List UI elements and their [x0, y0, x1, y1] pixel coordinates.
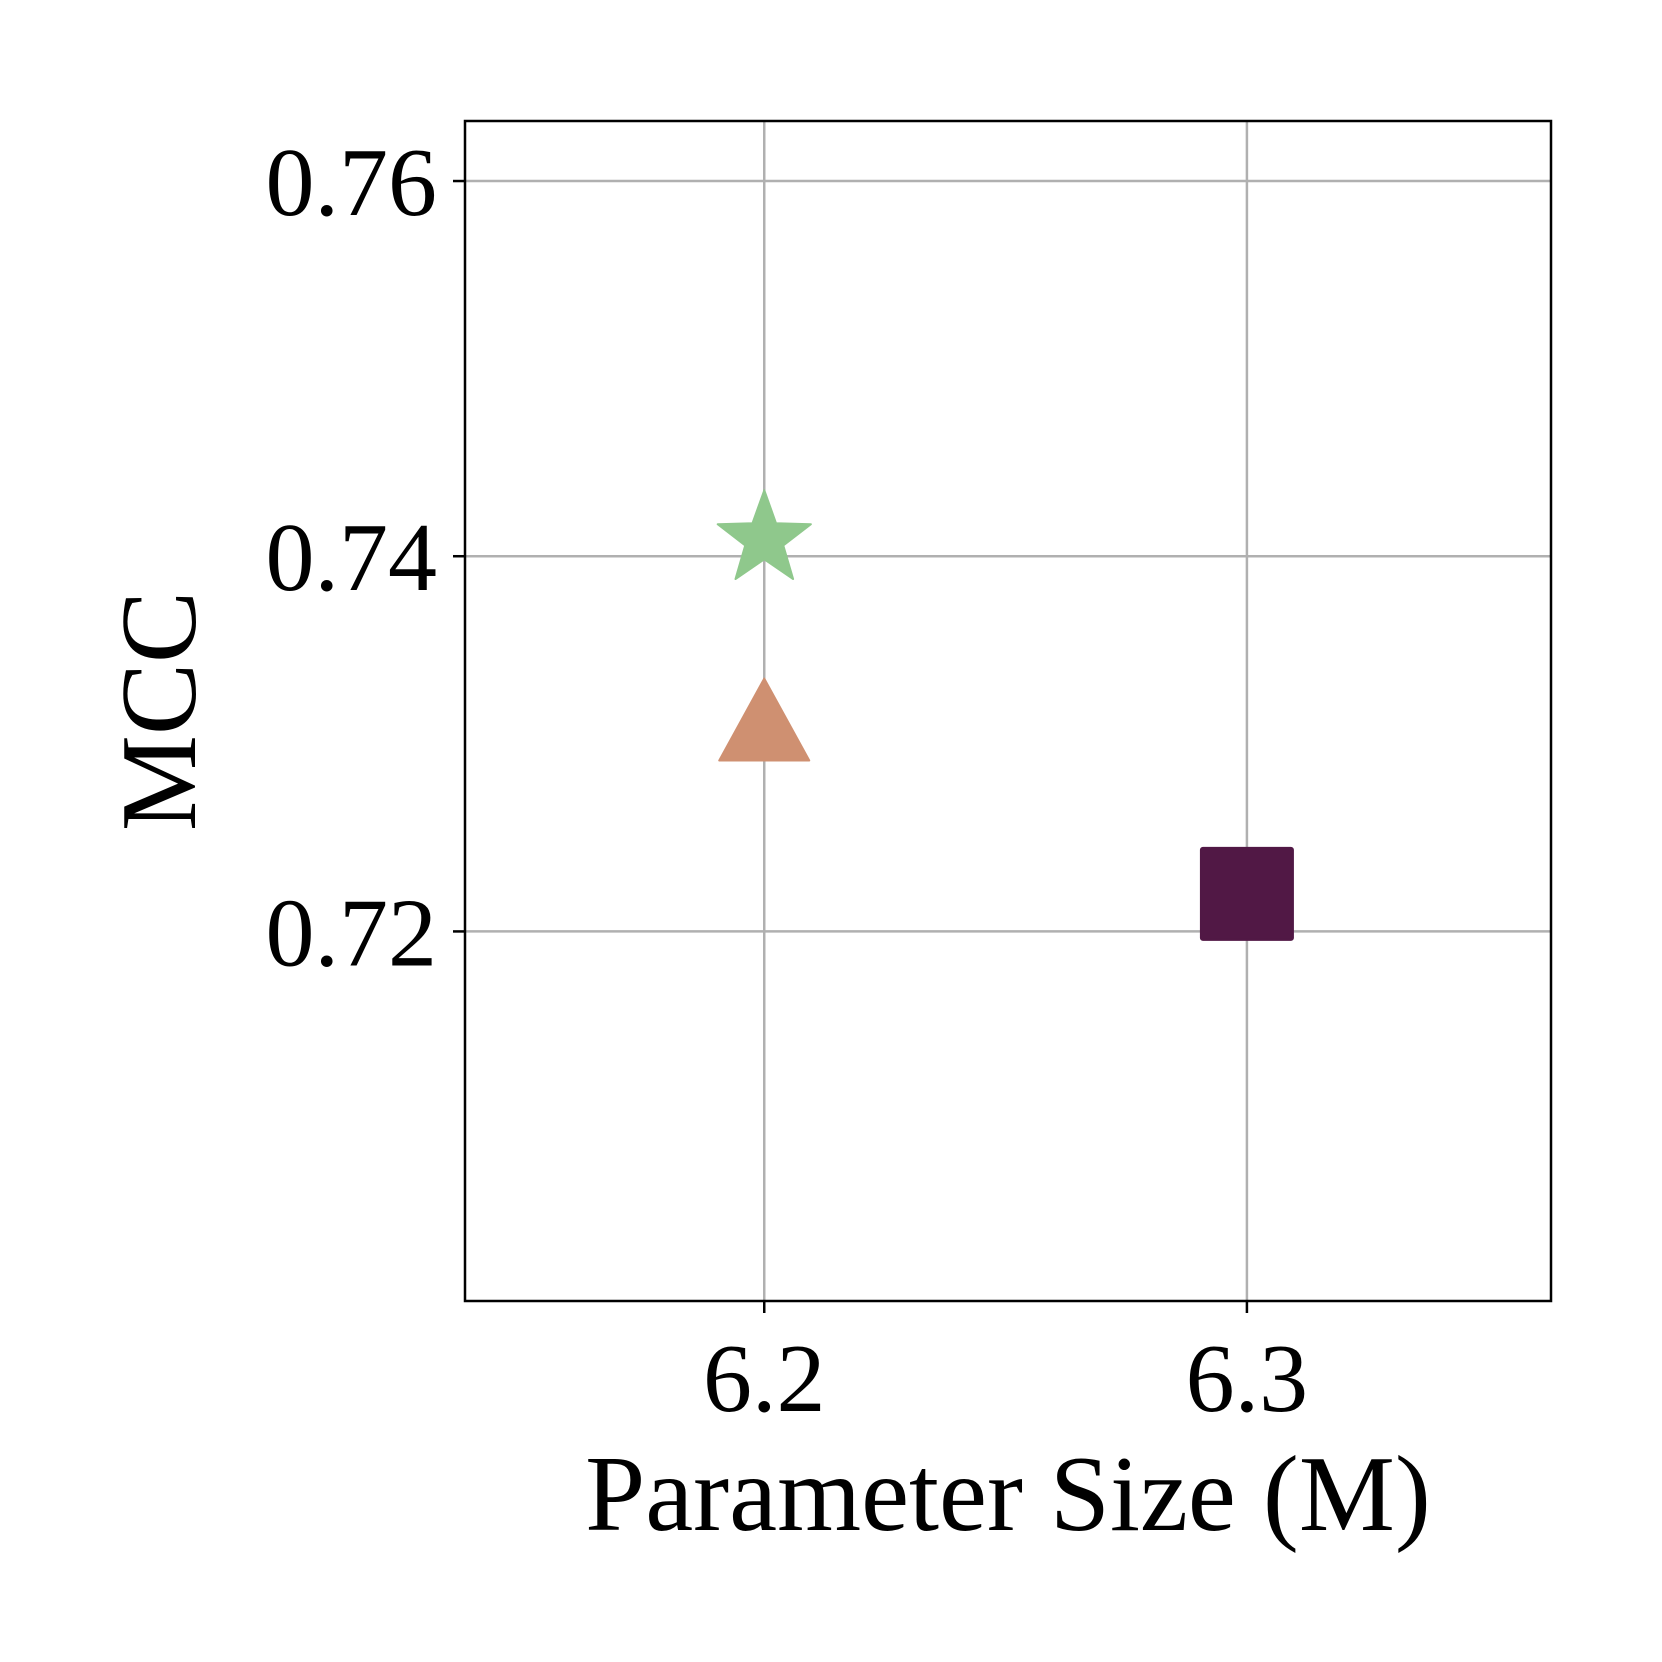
data-markers: [716, 489, 1294, 941]
y-axis-label: MCC: [100, 591, 219, 831]
triangle-marker: [718, 677, 811, 762]
x-tick-label: 6.3: [1186, 1325, 1309, 1433]
grid: [465, 121, 1551, 1301]
y-tick-label: 0.72: [266, 879, 438, 987]
square-marker: [1199, 846, 1294, 941]
x-axis-label: Parameter Size (M): [585, 1435, 1431, 1554]
y-tick-label: 0.74: [266, 504, 438, 612]
plot-frame: [463, 119, 1553, 1303]
star-marker: [716, 489, 812, 580]
y-tick-label: 0.76: [266, 129, 438, 237]
axis-ticks: 6.2 6.3 0.72 0.74 0.76: [266, 129, 1309, 1433]
x-tick-label: 6.2: [703, 1325, 826, 1433]
